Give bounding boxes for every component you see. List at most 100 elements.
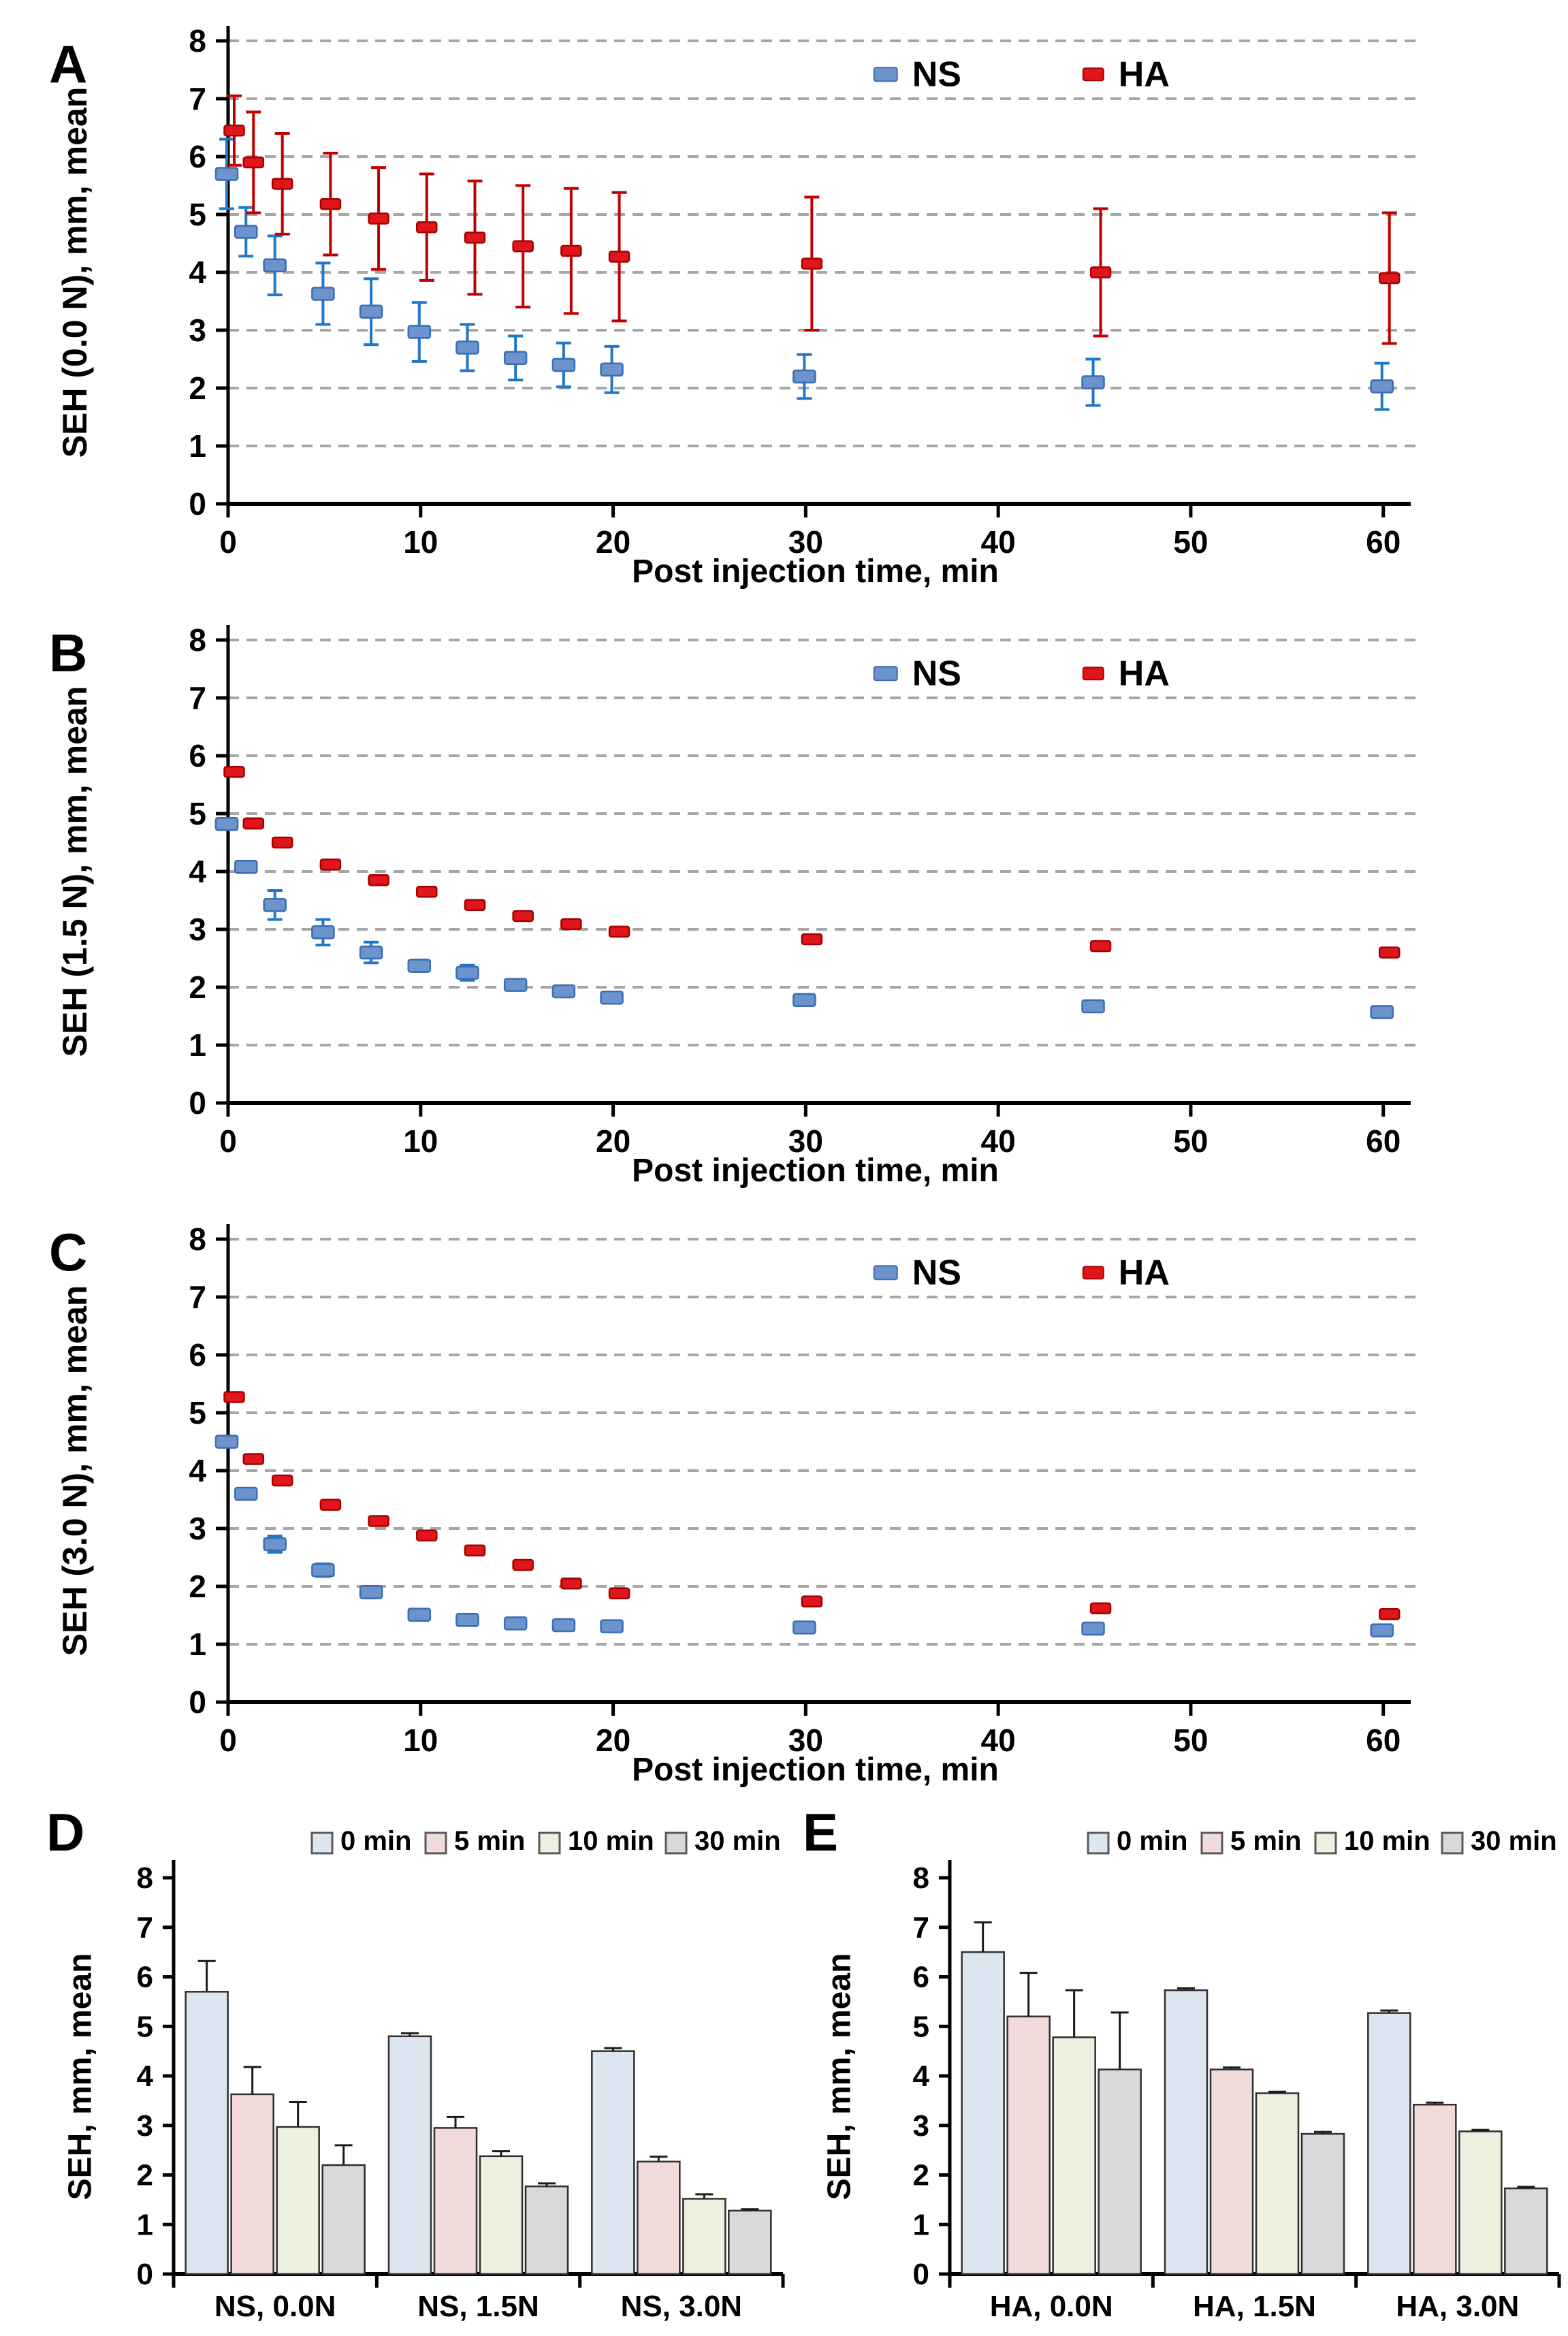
- panel-e: E SEH, mm, mean 0 1 2 3 4 5 6 7 8 HA, 0.0N HA, 1.5…: [793, 1797, 1568, 2336]
- svg-text:60: 60: [1366, 1123, 1401, 1159]
- svg-text:7: 7: [189, 1279, 206, 1315]
- svg-text:8: 8: [189, 622, 206, 658]
- svg-text:8: 8: [913, 1861, 929, 1895]
- svg-text:8: 8: [189, 23, 206, 59]
- svg-text:NS, 1.5N: NS, 1.5N: [417, 2290, 539, 2323]
- svg-text:30: 30: [788, 1123, 823, 1159]
- svg-text:7: 7: [137, 1911, 153, 1945]
- svg-text:3: 3: [913, 2109, 929, 2143]
- svg-text:0: 0: [137, 2258, 153, 2291]
- svg-text:HA: HA: [1119, 54, 1170, 94]
- svg-text:NS: NS: [912, 54, 961, 94]
- scatter-plot-a: 0 1 2 3 4 5 6 7 8 0 10 20 30 40 50 60 NS HA: [189, 23, 1423, 560]
- svg-text:1: 1: [137, 2208, 153, 2241]
- panel-letter-c: C: [49, 1222, 88, 1282]
- svg-text:6: 6: [189, 139, 206, 174]
- svg-text:HA: HA: [1119, 1253, 1170, 1292]
- svg-text:30: 30: [788, 1723, 823, 1758]
- x-axis-title-c: Post injection time, min: [632, 1752, 999, 1788]
- svg-text:6: 6: [189, 1337, 206, 1373]
- svg-text:NS: NS: [912, 654, 961, 693]
- svg-text:4: 4: [189, 1453, 206, 1488]
- svg-text:10: 10: [403, 524, 438, 560]
- svg-text:7: 7: [189, 680, 206, 716]
- panel-b: B SEH (1.5 N), mm, mean 0 1 2 3 4 5 6 7 8 0 10 20 30…: [0, 599, 1568, 1198]
- svg-text:8: 8: [137, 1861, 153, 1895]
- svg-text:HA, 3.0N: HA, 3.0N: [1396, 2290, 1519, 2323]
- svg-text:3: 3: [189, 1511, 206, 1546]
- svg-text:6: 6: [189, 738, 206, 773]
- svg-text:0: 0: [219, 1723, 237, 1758]
- svg-text:40: 40: [981, 1123, 1016, 1159]
- scatter-plot-c: 0 1 2 3 4 5 6 7 8 0 10 20 30 40 50 60 NS HA: [189, 1221, 1423, 1758]
- panel-letter-e: E: [803, 1802, 839, 1862]
- svg-text:0: 0: [913, 2258, 929, 2291]
- svg-text:10 min: 10 min: [568, 1826, 654, 1856]
- bar-plot-d: 0 1 2 3 4 5 6 7 8 NS, 0.0N NS, 1.5N NS, 3.0N 0 min 5 …: [137, 1826, 785, 2323]
- panel-d: D SEH, mm, mean 0 1 2 3 4 5 6 7 8 NS, 0.0N NS, 1.5…: [27, 1797, 790, 2336]
- svg-text:1: 1: [189, 428, 206, 464]
- svg-text:0 min: 0 min: [1117, 1826, 1187, 1856]
- svg-text:8: 8: [189, 1221, 206, 1257]
- svg-text:NS, 0.0N: NS, 0.0N: [214, 2290, 336, 2323]
- svg-text:3: 3: [189, 912, 206, 947]
- svg-text:3: 3: [189, 313, 206, 348]
- svg-text:30 min: 30 min: [1471, 1826, 1557, 1856]
- svg-text:3: 3: [137, 2109, 153, 2143]
- svg-text:4: 4: [189, 255, 206, 290]
- svg-text:2: 2: [189, 370, 206, 406]
- panel-letter-a: A: [49, 34, 88, 94]
- svg-text:0: 0: [189, 1085, 206, 1121]
- svg-text:40: 40: [981, 1723, 1016, 1758]
- scatter-plot-b: 0 1 2 3 4 5 6 7 8 0 10 20 30 40 50 60 NS HA: [189, 622, 1423, 1159]
- svg-text:2: 2: [913, 2159, 929, 2192]
- svg-text:30 min: 30 min: [694, 1826, 781, 1856]
- svg-text:6: 6: [137, 1961, 153, 1994]
- svg-text:30: 30: [788, 524, 823, 560]
- svg-text:0: 0: [219, 1123, 237, 1159]
- svg-text:1: 1: [913, 2208, 929, 2241]
- svg-text:HA, 1.5N: HA, 1.5N: [1193, 2290, 1316, 2323]
- svg-text:60: 60: [1366, 1723, 1401, 1758]
- svg-text:60: 60: [1366, 524, 1401, 560]
- svg-text:5: 5: [189, 197, 206, 232]
- svg-text:50: 50: [1173, 1123, 1208, 1159]
- svg-text:5: 5: [913, 2010, 929, 2043]
- svg-text:NS, 3.0N: NS, 3.0N: [621, 2290, 743, 2323]
- svg-text:NS: NS: [912, 1253, 961, 1292]
- x-axis-title-b: Post injection time, min: [632, 1153, 999, 1189]
- svg-text:5: 5: [189, 796, 206, 831]
- svg-text:HA, 0.0N: HA, 0.0N: [990, 2290, 1113, 2323]
- svg-text:20: 20: [596, 524, 630, 560]
- panel-a: A SEH (0.0 N), mm, mean 0 1 2 3 4 5 6 7 8 0 10 20 30…: [0, 0, 1568, 599]
- svg-text:50: 50: [1173, 524, 1208, 560]
- svg-text:0: 0: [219, 524, 237, 560]
- svg-text:0: 0: [189, 486, 206, 522]
- svg-text:6: 6: [913, 1961, 929, 1994]
- svg-text:0: 0: [189, 1684, 206, 1720]
- svg-text:10 min: 10 min: [1344, 1826, 1430, 1856]
- svg-text:0 min: 0 min: [340, 1826, 411, 1856]
- svg-text:7: 7: [189, 81, 206, 116]
- svg-text:4: 4: [913, 2060, 930, 2093]
- svg-text:4: 4: [189, 854, 206, 889]
- svg-text:5 min: 5 min: [454, 1826, 525, 1856]
- svg-text:4: 4: [137, 2060, 154, 2093]
- svg-text:1: 1: [189, 1627, 206, 1662]
- svg-text:50: 50: [1173, 1723, 1208, 1758]
- panel-c: C SEH (3.0 N), mm, mean 0 1 2 3 4 5 6 7 8 0 10 20 30…: [0, 1198, 1568, 1797]
- svg-text:2: 2: [137, 2159, 153, 2192]
- svg-text:20: 20: [596, 1723, 630, 1758]
- svg-text:HA: HA: [1119, 654, 1170, 693]
- svg-text:5: 5: [137, 2010, 153, 2043]
- panel-letter-b: B: [49, 623, 88, 683]
- svg-text:10: 10: [403, 1123, 438, 1159]
- svg-text:5: 5: [189, 1395, 206, 1430]
- svg-text:7: 7: [913, 1911, 929, 1945]
- svg-text:40: 40: [981, 524, 1016, 560]
- svg-text:20: 20: [596, 1123, 630, 1159]
- x-axis-title-a: Post injection time, min: [632, 554, 999, 590]
- svg-text:2: 2: [189, 970, 206, 1005]
- svg-text:1: 1: [189, 1027, 206, 1063]
